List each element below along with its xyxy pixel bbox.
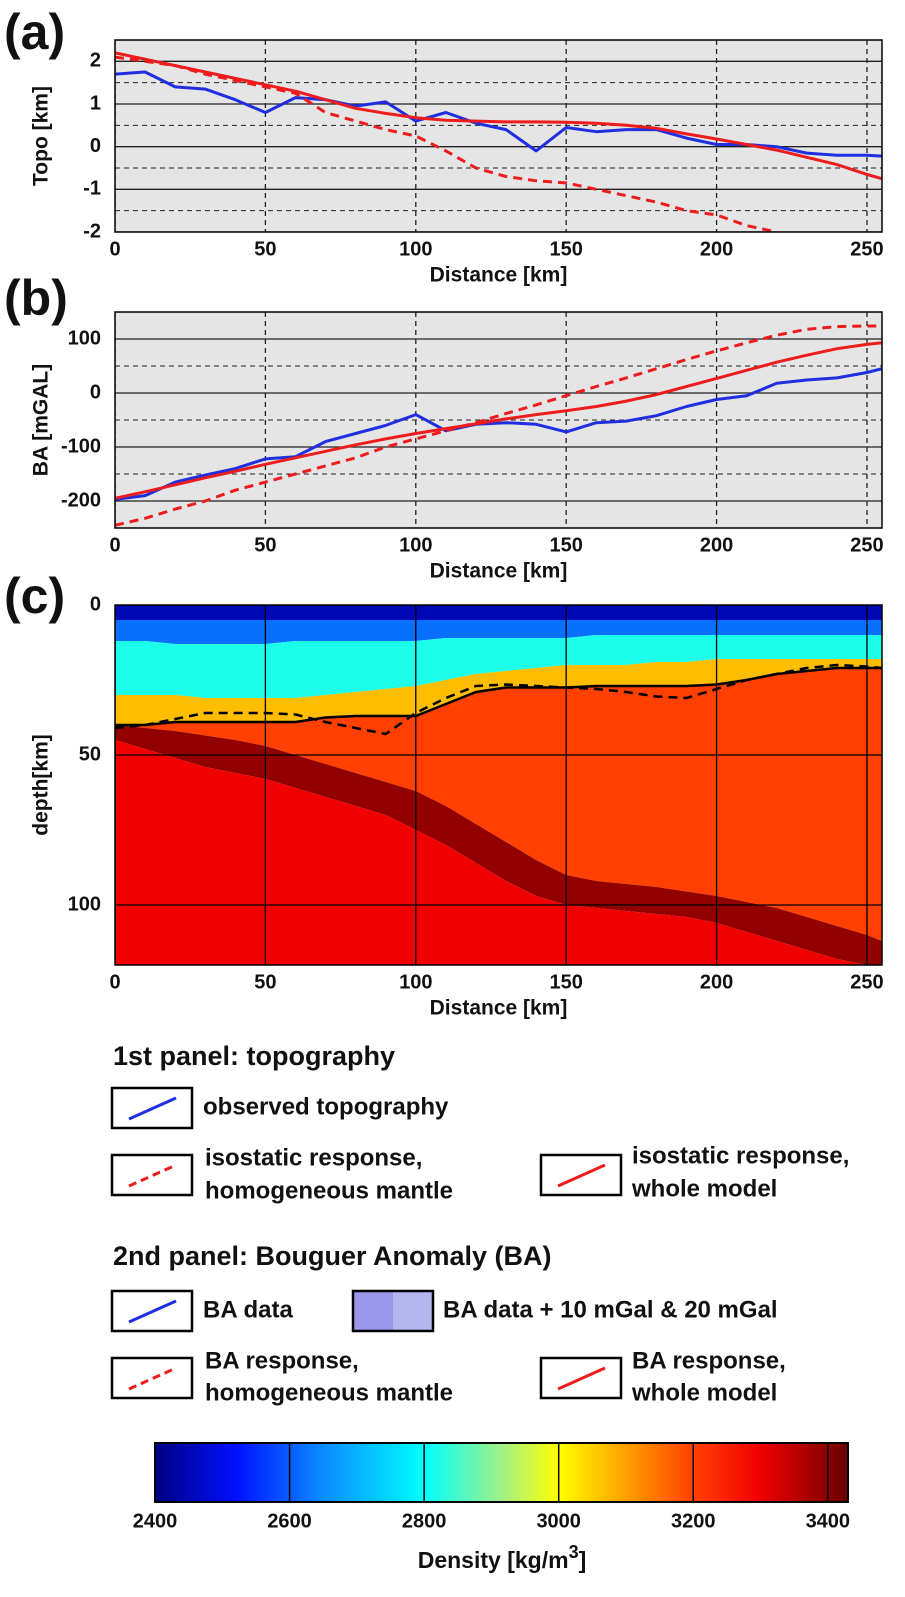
legend-symbol [128,1299,177,1324]
y-tick-label: 1 [90,92,101,114]
colorbar-label-text: Density [kg/m [418,1547,569,1573]
x-tick-label: 200 [700,534,733,556]
legend-box [110,1153,194,1197]
legend-symbol [557,1366,606,1391]
legend-symbol [128,1096,177,1121]
panel-label: (c) [4,568,65,624]
data-line [115,51,882,181]
y-tick-label: -100 [61,435,101,457]
data-line [115,341,882,500]
legend-label: BA response, [632,1347,786,1374]
legend-label: BA data [203,1296,293,1323]
plot-background [115,40,882,232]
density-layer [115,659,882,725]
y-tick-label: -1 [83,178,101,200]
data-line [115,367,882,501]
x-tick-label: 150 [549,534,582,556]
legend-swatch [353,1291,393,1331]
density-layer [115,605,882,620]
colorbar-tick-label: 2800 [402,1510,447,1532]
y-axis-label: depth[km] [30,734,53,836]
y-tick-label: 0 [90,381,101,403]
x-tick-label: 250 [850,238,883,260]
legend-symbol [128,1366,177,1391]
y-tick-label: 100 [68,893,101,915]
y-tick-label: 2 [90,50,101,72]
legend-box [351,1289,435,1333]
legend-swatch [393,1291,433,1331]
x-tick-label: 200 [700,971,733,993]
legend-label: homogeneous mantle [205,1379,453,1406]
x-tick-label: 250 [850,971,883,993]
x-tick-label: 50 [254,534,276,556]
colorbar-tick-label: 3000 [536,1510,581,1532]
density-layer [115,635,882,698]
x-tick-label: 100 [399,238,432,260]
legend-label: isostatic response, [205,1144,422,1171]
x-axis-label: Distance [km] [430,560,568,583]
legend-label: isostatic response, [632,1142,849,1169]
x-tick-label: 150 [549,238,582,260]
y-tick-label: -2 [83,220,101,242]
y-tick-label: 0 [90,593,101,615]
x-tick-label: 0 [109,534,120,556]
panel-label: (a) [4,4,65,60]
x-tick-label: 250 [850,534,883,556]
moho-line [115,663,882,736]
colorbar [154,1442,849,1503]
legend-label: whole model [631,1175,777,1202]
density-layer [115,620,882,644]
x-tick-label: 0 [109,238,120,260]
legend-heading: 2nd panel: Bouguer Anomaly (BA) [113,1241,552,1271]
x-tick-label: 50 [254,971,276,993]
colorbar-tick-label: 2400 [133,1510,178,1532]
colorbar-tick-label: 3200 [671,1510,716,1532]
plot-area [115,312,882,528]
x-axis-label: Distance [km] [430,997,568,1020]
x-tick-label: 150 [549,971,582,993]
x-tick-label: 50 [254,238,276,260]
colorbar-label: Density [kg/m3] [418,1542,587,1573]
plot-frame [114,311,883,529]
colorbar-tick-label: 2600 [267,1510,312,1532]
density-layer [115,740,882,965]
density-layer [115,668,882,941]
plot-area [115,605,882,965]
data-line [115,55,778,232]
plot-frame [114,39,883,233]
y-axis-label: Topo [km] [30,86,53,186]
y-tick-label: 0 [90,135,101,157]
colorbar-label-end: ] [579,1547,587,1573]
legend-label: BA data + 10 mGal & 20 mGal [443,1296,778,1323]
plot-area [115,40,882,232]
x-tick-label: 100 [399,534,432,556]
moho-line [115,666,882,727]
x-tick-label: 200 [700,238,733,260]
legend-label: homogeneous mantle [205,1177,453,1204]
data-line [115,70,882,158]
y-tick-label: -200 [61,489,101,511]
legend-label: BA response, [205,1347,359,1374]
colorbar-label-superscript: 3 [569,1542,579,1562]
legend-symbol [557,1163,606,1188]
panel-label: (b) [4,270,68,326]
x-axis-label: Distance [km] [430,264,568,287]
plot-frame [114,604,883,966]
legend-label: whole model [631,1379,777,1406]
legend-box [110,1356,194,1400]
y-axis-label: BA [mGAL] [30,364,53,476]
data-line [115,324,882,527]
legend-heading: 1st panel: topography [113,1041,395,1071]
legend-symbol [128,1163,177,1188]
x-tick-label: 0 [109,971,120,993]
x-tick-label: 100 [399,971,432,993]
colorbar-tick-label: 3400 [806,1510,851,1532]
legend-label: observed topography [203,1093,449,1120]
y-tick-label: 100 [68,327,101,349]
y-tick-label: 50 [79,743,101,765]
